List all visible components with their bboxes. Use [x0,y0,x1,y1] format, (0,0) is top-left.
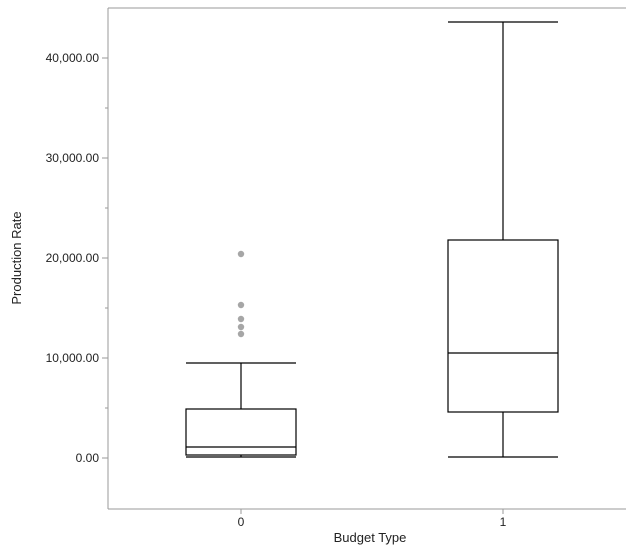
box-group-0 [185,250,297,458]
x-tick-label: 0 [238,515,245,529]
outlier-point [237,330,245,338]
y-tick-label: 0.00 [76,451,100,465]
outlier-point [237,250,245,258]
outlier-point [237,315,245,323]
iqr-box [447,239,559,413]
y-axis-title: Production Rate [9,211,24,304]
y-tick-label: 10,000.00 [46,351,100,365]
y-tick-label: 40,000.00 [46,51,100,65]
x-axis-title: Budget Type [334,530,407,545]
box-group-1 [447,21,559,458]
iqr-box [185,408,297,456]
y-axis: 0.00 10,000.00 20,000.00 30,000.00 40,000.00 [46,51,108,465]
boxes [185,21,559,458]
y-tick-label: 20,000.00 [46,251,100,265]
y-tick-label: 30,000.00 [46,151,100,165]
outlier-point [237,301,245,309]
outlier-point [237,323,245,331]
x-tick-label: 1 [500,515,507,529]
